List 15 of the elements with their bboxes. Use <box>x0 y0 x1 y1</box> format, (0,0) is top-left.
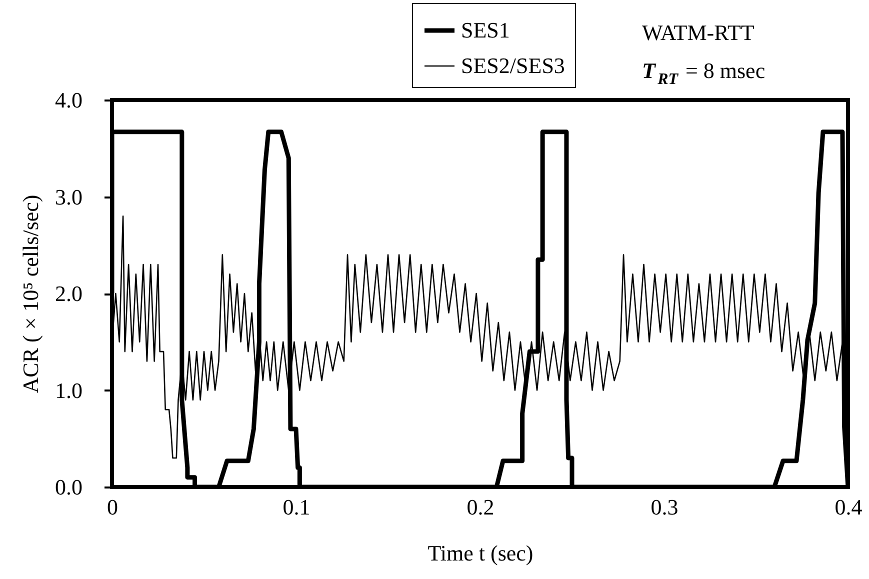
y-axis-title: ACR ( × 10⁵ cells/sec) <box>18 194 43 394</box>
x-axis-title: Time t (sec) <box>428 540 534 566</box>
legend-label: SES1 <box>461 18 510 42</box>
x-tick-label: 0.4 <box>834 494 862 520</box>
y-tick-label: 1.0 <box>55 378 82 403</box>
x-tick-label: 0.3 <box>650 494 678 520</box>
text: WATM-RTT <box>642 20 755 45</box>
legend-label: SES2/SES3 <box>461 53 565 78</box>
y-tick-label: 4.0 <box>55 88 82 112</box>
y-tick-label: 0.0 <box>55 474 82 500</box>
x-tick-label: 0 <box>107 494 118 520</box>
y-tick-label: 3.0 <box>55 184 82 210</box>
x-tick-label: 0.2 <box>466 494 494 520</box>
y-tick-label: 2.0 <box>55 281 82 306</box>
x-tick-label: 0.1 <box>282 494 310 520</box>
